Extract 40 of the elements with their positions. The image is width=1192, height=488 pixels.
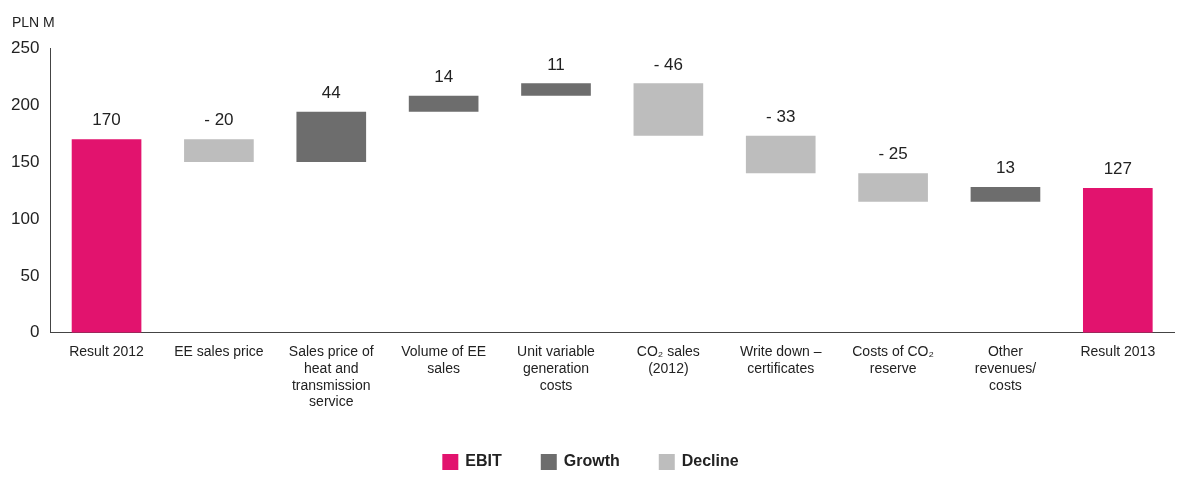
data-label: - 33: [766, 106, 796, 126]
x-tick-label: Unit variable generation costs: [517, 343, 596, 393]
legend-label: Decline: [681, 452, 739, 470]
y-tick-label: 0: [29, 322, 40, 342]
x-tick-label: Write down – certificates: [740, 343, 822, 376]
bar: [633, 83, 704, 136]
data-label: 13: [995, 158, 1015, 178]
x-tick-label: Volume of EE sales: [401, 343, 487, 376]
x-tick-label: Costs of CO₂ reserve: [852, 343, 934, 376]
bar: [521, 83, 591, 96]
y-tick-label: 50: [20, 265, 40, 285]
bar: [296, 111, 367, 162]
data-label: 14: [434, 67, 454, 87]
y-axis-title: PLN M: [12, 13, 55, 30]
x-tick-label: Other revenues/ costs: [974, 343, 1037, 393]
x-tick-label: EE sales price: [174, 343, 264, 360]
data-label: - 25: [878, 144, 908, 164]
bar: [1082, 188, 1153, 333]
y-tick-label: 100: [10, 208, 40, 228]
y-tick-label: 150: [10, 151, 40, 171]
bar: [71, 139, 142, 333]
x-tick-label: CO₂ sales (2012): [636, 343, 700, 376]
data-label: - 20: [204, 110, 234, 130]
bar: [184, 139, 254, 162]
bar: [970, 186, 1041, 202]
data-label: 127: [1103, 159, 1133, 179]
x-tick-label: Result 2012: [69, 343, 145, 360]
legend-label: EBIT: [465, 452, 502, 470]
bar: [408, 95, 479, 112]
y-tick-label: 250: [10, 37, 40, 57]
data-label: 170: [92, 110, 121, 130]
bar: [858, 173, 928, 202]
x-tick-label: Result 2013: [1080, 343, 1156, 360]
y-tick-label: 200: [10, 94, 40, 114]
data-label: - 46: [653, 54, 684, 74]
x-tick-label: Sales price of heat and transmission service: [288, 343, 374, 410]
legend-label: Growth: [563, 452, 620, 470]
bar: [745, 135, 816, 174]
data-label: 44: [321, 82, 341, 102]
data-label: 11: [547, 54, 565, 74]
